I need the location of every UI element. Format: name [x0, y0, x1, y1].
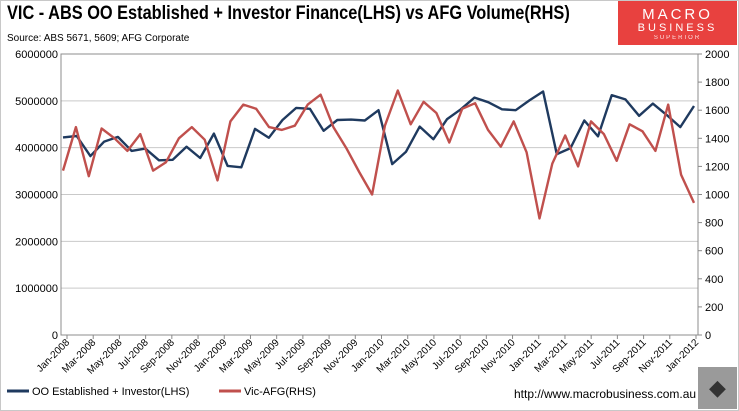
- right-tick-label: 0: [705, 330, 711, 342]
- website-text: http://www.macrobusiness.com.au: [514, 387, 696, 401]
- left-tick-label: 0: [52, 330, 58, 342]
- wolf-logo-icon: ◆: [698, 367, 737, 409]
- right-tick-label: 1600: [705, 105, 729, 117]
- left-tick-label: 6000000: [15, 49, 58, 61]
- logo-line2: BUSINESS: [637, 22, 718, 34]
- right-tick-label: 1200: [705, 161, 729, 173]
- left-tick-label: 4000000: [15, 143, 58, 155]
- x-axis: Jan-2008Mar-2008May-2008Jul-2008Sep-2008…: [35, 335, 701, 377]
- series-group: [61, 89, 696, 220]
- right-tick-label: 1000: [705, 190, 729, 202]
- left-tick-label: 2000000: [15, 236, 58, 248]
- right-tick-label: 1800: [705, 77, 729, 89]
- gridlines: [61, 53, 698, 336]
- left-tick-label: 5000000: [15, 96, 58, 108]
- legend-label: Vic-AFG(RHS): [244, 386, 316, 398]
- right-tick-label: 1400: [705, 133, 729, 145]
- legend-label: OO Established + Investor(LHS): [32, 386, 189, 398]
- right-tick-label: 600: [705, 246, 723, 258]
- left-axis: 0 1000000 2000000 3000000 4000000 5000000 6000…: [15, 49, 58, 342]
- logo-line1: MACRO: [642, 6, 713, 23]
- right-tick-label: 2000: [705, 49, 729, 61]
- right-tick-label: 200: [705, 302, 723, 314]
- chart-title: VIC - ABS OO Established + Investor Fina…: [7, 3, 570, 24]
- left-tick-label: 3000000: [15, 190, 58, 202]
- right-axis: 0 200 400 600 800 1000 1200 1400 1600 1800 2000: [698, 49, 729, 342]
- legend: OO Established + Investor(LHS) Vic-AFG(RH…: [7, 386, 316, 398]
- left-tick-label: 1000000: [15, 283, 58, 295]
- logo-line3: SUPERIOR: [653, 35, 702, 41]
- series-line-vic-afg: [61, 89, 696, 220]
- right-tick-label: 400: [705, 274, 723, 286]
- chart-source: Source: ABS 5671, 5609; AFG Corporate: [7, 33, 190, 44]
- macrobusiness-logo: MACRO BUSINESS SUPERIOR: [618, 1, 737, 45]
- right-tick-label: 800: [705, 218, 723, 230]
